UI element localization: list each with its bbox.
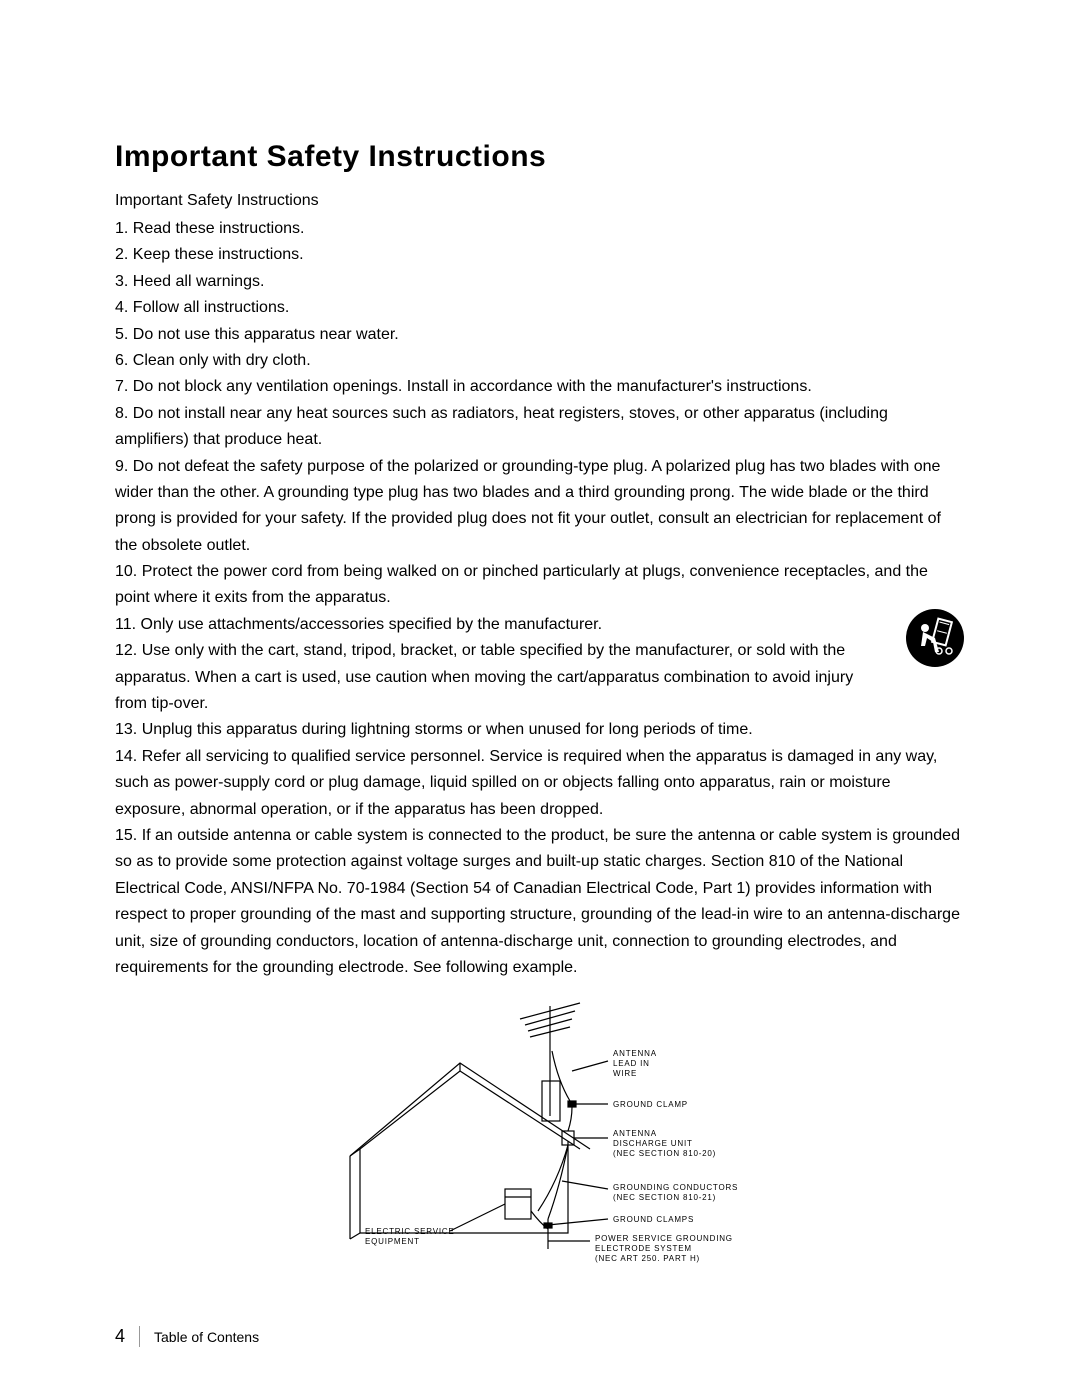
label-ground-clamps: GROUND CLAMPS: [613, 1215, 694, 1225]
instruction-1: 1. Read these instructions.: [115, 216, 965, 242]
instruction-14: 14. Refer all servicing to qualified ser…: [115, 744, 965, 823]
label-ground-clamp: GROUND CLAMP: [613, 1100, 688, 1110]
label-electric-service: ELECTRIC SERVICE EQUIPMENT: [365, 1227, 455, 1246]
instruction-10: 10. Protect the power cord from being wa…: [115, 559, 965, 612]
page-title: Important Safety Instructions: [115, 140, 965, 174]
subtitle: Important Safety Instructions: [115, 192, 965, 210]
instruction-13: 13. Unplug this apparatus during lightni…: [115, 717, 965, 743]
instructions-list: 1. Read these instructions. 2. Keep thes…: [115, 216, 965, 981]
instruction-7: 7. Do not block any ventilation openings…: [115, 374, 965, 400]
label-antenna-lead: ANTENNA LEAD IN WIRE: [613, 1049, 657, 1078]
label-grounding-conductors: GROUNDING CONDUCTORS (NEC SECTION 810-21…: [613, 1183, 738, 1202]
instruction-8: 8. Do not install near any heat sources …: [115, 401, 965, 454]
instruction-2: 2. Keep these instructions.: [115, 242, 965, 268]
instruction-3: 3. Heed all warnings.: [115, 269, 965, 295]
page-number: 4: [115, 1326, 140, 1347]
page-content: Important Safety Instructions Important …: [0, 0, 1080, 1261]
label-power-service: POWER SERVICE GROUNDING ELECTRODE SYSTEM…: [595, 1234, 733, 1263]
grounding-diagram: ANTENNA LEAD IN WIRE GROUND CLAMP ANTENN…: [115, 1001, 965, 1261]
instruction-5: 5. Do not use this apparatus near water.: [115, 322, 965, 348]
instruction-12: 12. Use only with the cart, stand, tripo…: [115, 638, 885, 717]
instruction-9: 9. Do not defeat the safety purpose of t…: [115, 454, 965, 560]
instruction-4: 4. Follow all instructions.: [115, 295, 965, 321]
cart-tip-over-icon: [905, 608, 965, 668]
instruction-15: 15. If an outside antenna or cable syste…: [115, 823, 965, 981]
page-footer: 4 Table of Contens: [115, 1326, 259, 1347]
instruction-11: 11. Only use attachments/accessories spe…: [115, 612, 965, 638]
instruction-6: 6. Clean only with dry cloth.: [115, 348, 965, 374]
footer-section: Table of Contens: [154, 1329, 259, 1345]
label-discharge-unit: ANTENNA DISCHARGE UNIT (NEC SECTION 810-…: [613, 1129, 716, 1158]
